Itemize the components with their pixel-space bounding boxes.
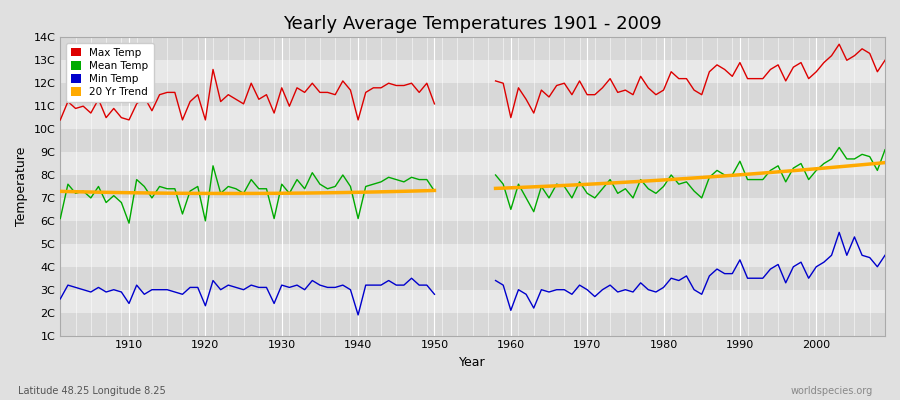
- 20 Yr Trend: [62, 189, 73, 194]
- 20 Yr Trend: [345, 190, 356, 195]
- 20 Yr Trend: [360, 190, 371, 194]
- Text: worldspecies.org: worldspecies.org: [791, 386, 873, 396]
- Bar: [60, 60, 885, 83]
- 20 Yr Trend: [375, 190, 386, 194]
- Bar: [60, 313, 885, 336]
- 20 Yr Trend: [86, 190, 96, 194]
- 20 Yr Trend: [184, 191, 195, 196]
- 20 Yr Trend: [399, 189, 410, 194]
- Bar: [60, 129, 885, 152]
- 20 Yr Trend: [230, 191, 241, 196]
- 20 Yr Trend: [93, 190, 104, 194]
- Bar: [60, 198, 885, 221]
- 20 Yr Trend: [193, 191, 203, 196]
- 20 Yr Trend: [261, 191, 272, 196]
- 20 Yr Trend: [215, 191, 226, 196]
- 20 Yr Trend: [269, 191, 280, 196]
- Legend: Max Temp, Mean Temp, Min Temp, 20 Yr Trend: Max Temp, Mean Temp, Min Temp, 20 Yr Tre…: [66, 42, 154, 102]
- 20 Yr Trend: [284, 191, 295, 196]
- X-axis label: Year: Year: [459, 356, 486, 369]
- 20 Yr Trend: [238, 191, 249, 196]
- 20 Yr Trend: [123, 190, 134, 195]
- 20 Yr Trend: [391, 189, 401, 194]
- 20 Yr Trend: [147, 191, 158, 196]
- 20 Yr Trend: [55, 189, 66, 194]
- 20 Yr Trend: [276, 191, 287, 196]
- 20 Yr Trend: [131, 190, 142, 195]
- 20 Yr Trend: [292, 191, 302, 196]
- Bar: [60, 175, 885, 198]
- 20 Yr Trend: [101, 190, 112, 195]
- 20 Yr Trend: [368, 190, 379, 194]
- 20 Yr Trend: [208, 191, 219, 196]
- 20 Yr Trend: [139, 190, 149, 195]
- Y-axis label: Temperature: Temperature: [15, 147, 28, 226]
- 20 Yr Trend: [338, 190, 348, 195]
- Text: Latitude 48.25 Longitude 8.25: Latitude 48.25 Longitude 8.25: [18, 386, 166, 396]
- 20 Yr Trend: [353, 190, 364, 195]
- Bar: [60, 244, 885, 267]
- 20 Yr Trend: [383, 189, 394, 194]
- 20 Yr Trend: [329, 190, 340, 195]
- Bar: [60, 267, 885, 290]
- Bar: [60, 37, 885, 60]
- 20 Yr Trend: [421, 188, 432, 193]
- Bar: [60, 221, 885, 244]
- Title: Yearly Average Temperatures 1901 - 2009: Yearly Average Temperatures 1901 - 2009: [284, 15, 662, 33]
- 20 Yr Trend: [154, 191, 165, 196]
- 20 Yr Trend: [108, 190, 119, 195]
- 20 Yr Trend: [254, 191, 265, 196]
- Bar: [60, 290, 885, 313]
- 20 Yr Trend: [70, 189, 81, 194]
- 20 Yr Trend: [200, 191, 211, 196]
- 20 Yr Trend: [414, 188, 425, 193]
- 20 Yr Trend: [169, 191, 180, 196]
- 20 Yr Trend: [77, 190, 88, 194]
- Bar: [60, 83, 885, 106]
- Bar: [60, 106, 885, 129]
- 20 Yr Trend: [299, 191, 310, 196]
- Line: 20 Yr Trend: 20 Yr Trend: [60, 190, 435, 194]
- 20 Yr Trend: [314, 190, 325, 195]
- 20 Yr Trend: [223, 191, 234, 196]
- 20 Yr Trend: [429, 188, 440, 193]
- 20 Yr Trend: [406, 189, 417, 194]
- 20 Yr Trend: [307, 190, 318, 195]
- 20 Yr Trend: [322, 190, 333, 195]
- 20 Yr Trend: [116, 190, 127, 195]
- 20 Yr Trend: [177, 191, 188, 196]
- 20 Yr Trend: [246, 191, 256, 196]
- Bar: [60, 152, 885, 175]
- 20 Yr Trend: [162, 191, 173, 196]
